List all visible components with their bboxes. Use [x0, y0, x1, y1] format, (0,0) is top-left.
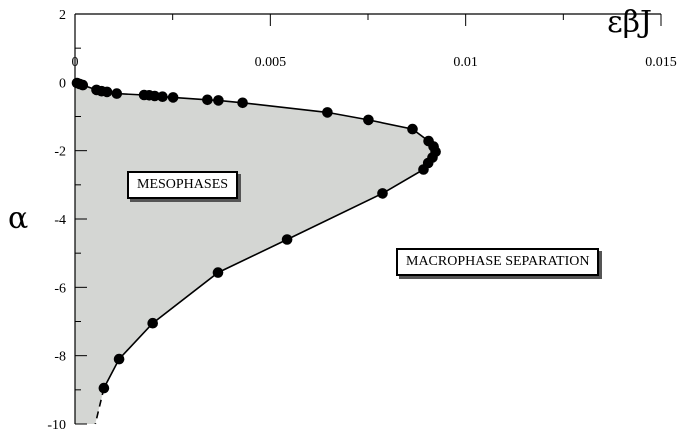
- data-point: [237, 97, 248, 109]
- y-tick-label: -6: [54, 281, 66, 296]
- data-point: [407, 123, 418, 135]
- data-point: [149, 90, 160, 102]
- data-point: [281, 234, 293, 245]
- mesophase-shaded-region: [75, 82, 436, 424]
- data-point: [377, 188, 388, 199]
- data-point: [111, 88, 123, 99]
- y-axis-title: α: [8, 201, 28, 236]
- data-point: [418, 164, 429, 175]
- data-point: [212, 267, 224, 278]
- data-point: [202, 94, 213, 106]
- data-point: [167, 92, 179, 103]
- data-point: [322, 107, 333, 118]
- mesophases-label: MESOPHASES: [127, 171, 239, 199]
- y-tick-label: 0: [59, 76, 66, 91]
- data-point: [157, 91, 168, 102]
- data-point: [147, 317, 158, 329]
- x-tick-label: 0.015: [645, 55, 677, 70]
- y-tick-label: 2: [59, 8, 66, 23]
- x-tick-label: 0.01: [453, 55, 478, 70]
- x-tick-label: 0.005: [255, 55, 287, 70]
- x-tick-label: 0: [72, 55, 79, 70]
- y-tick-label: -4: [54, 213, 66, 228]
- axes: 0 0.005 0.01 0.015 2 0 -2 -4 -6 -8 -10: [47, 8, 676, 433]
- data-point: [363, 114, 374, 126]
- x-axis-title: εβJ: [607, 5, 652, 40]
- data-point: [113, 353, 125, 365]
- data-point: [101, 86, 113, 98]
- macrophase-separation-label: MACROPHASE SEPARATION: [396, 248, 600, 276]
- data-points: [71, 77, 441, 394]
- data-point: [77, 79, 89, 91]
- data-point: [213, 95, 224, 106]
- y-tick-label: -2: [54, 145, 66, 160]
- y-tick-label: -10: [47, 418, 66, 433]
- extrapolation-dashed-line: [94, 387, 105, 425]
- data-point: [98, 382, 110, 394]
- y-tick-label: -8: [54, 350, 66, 365]
